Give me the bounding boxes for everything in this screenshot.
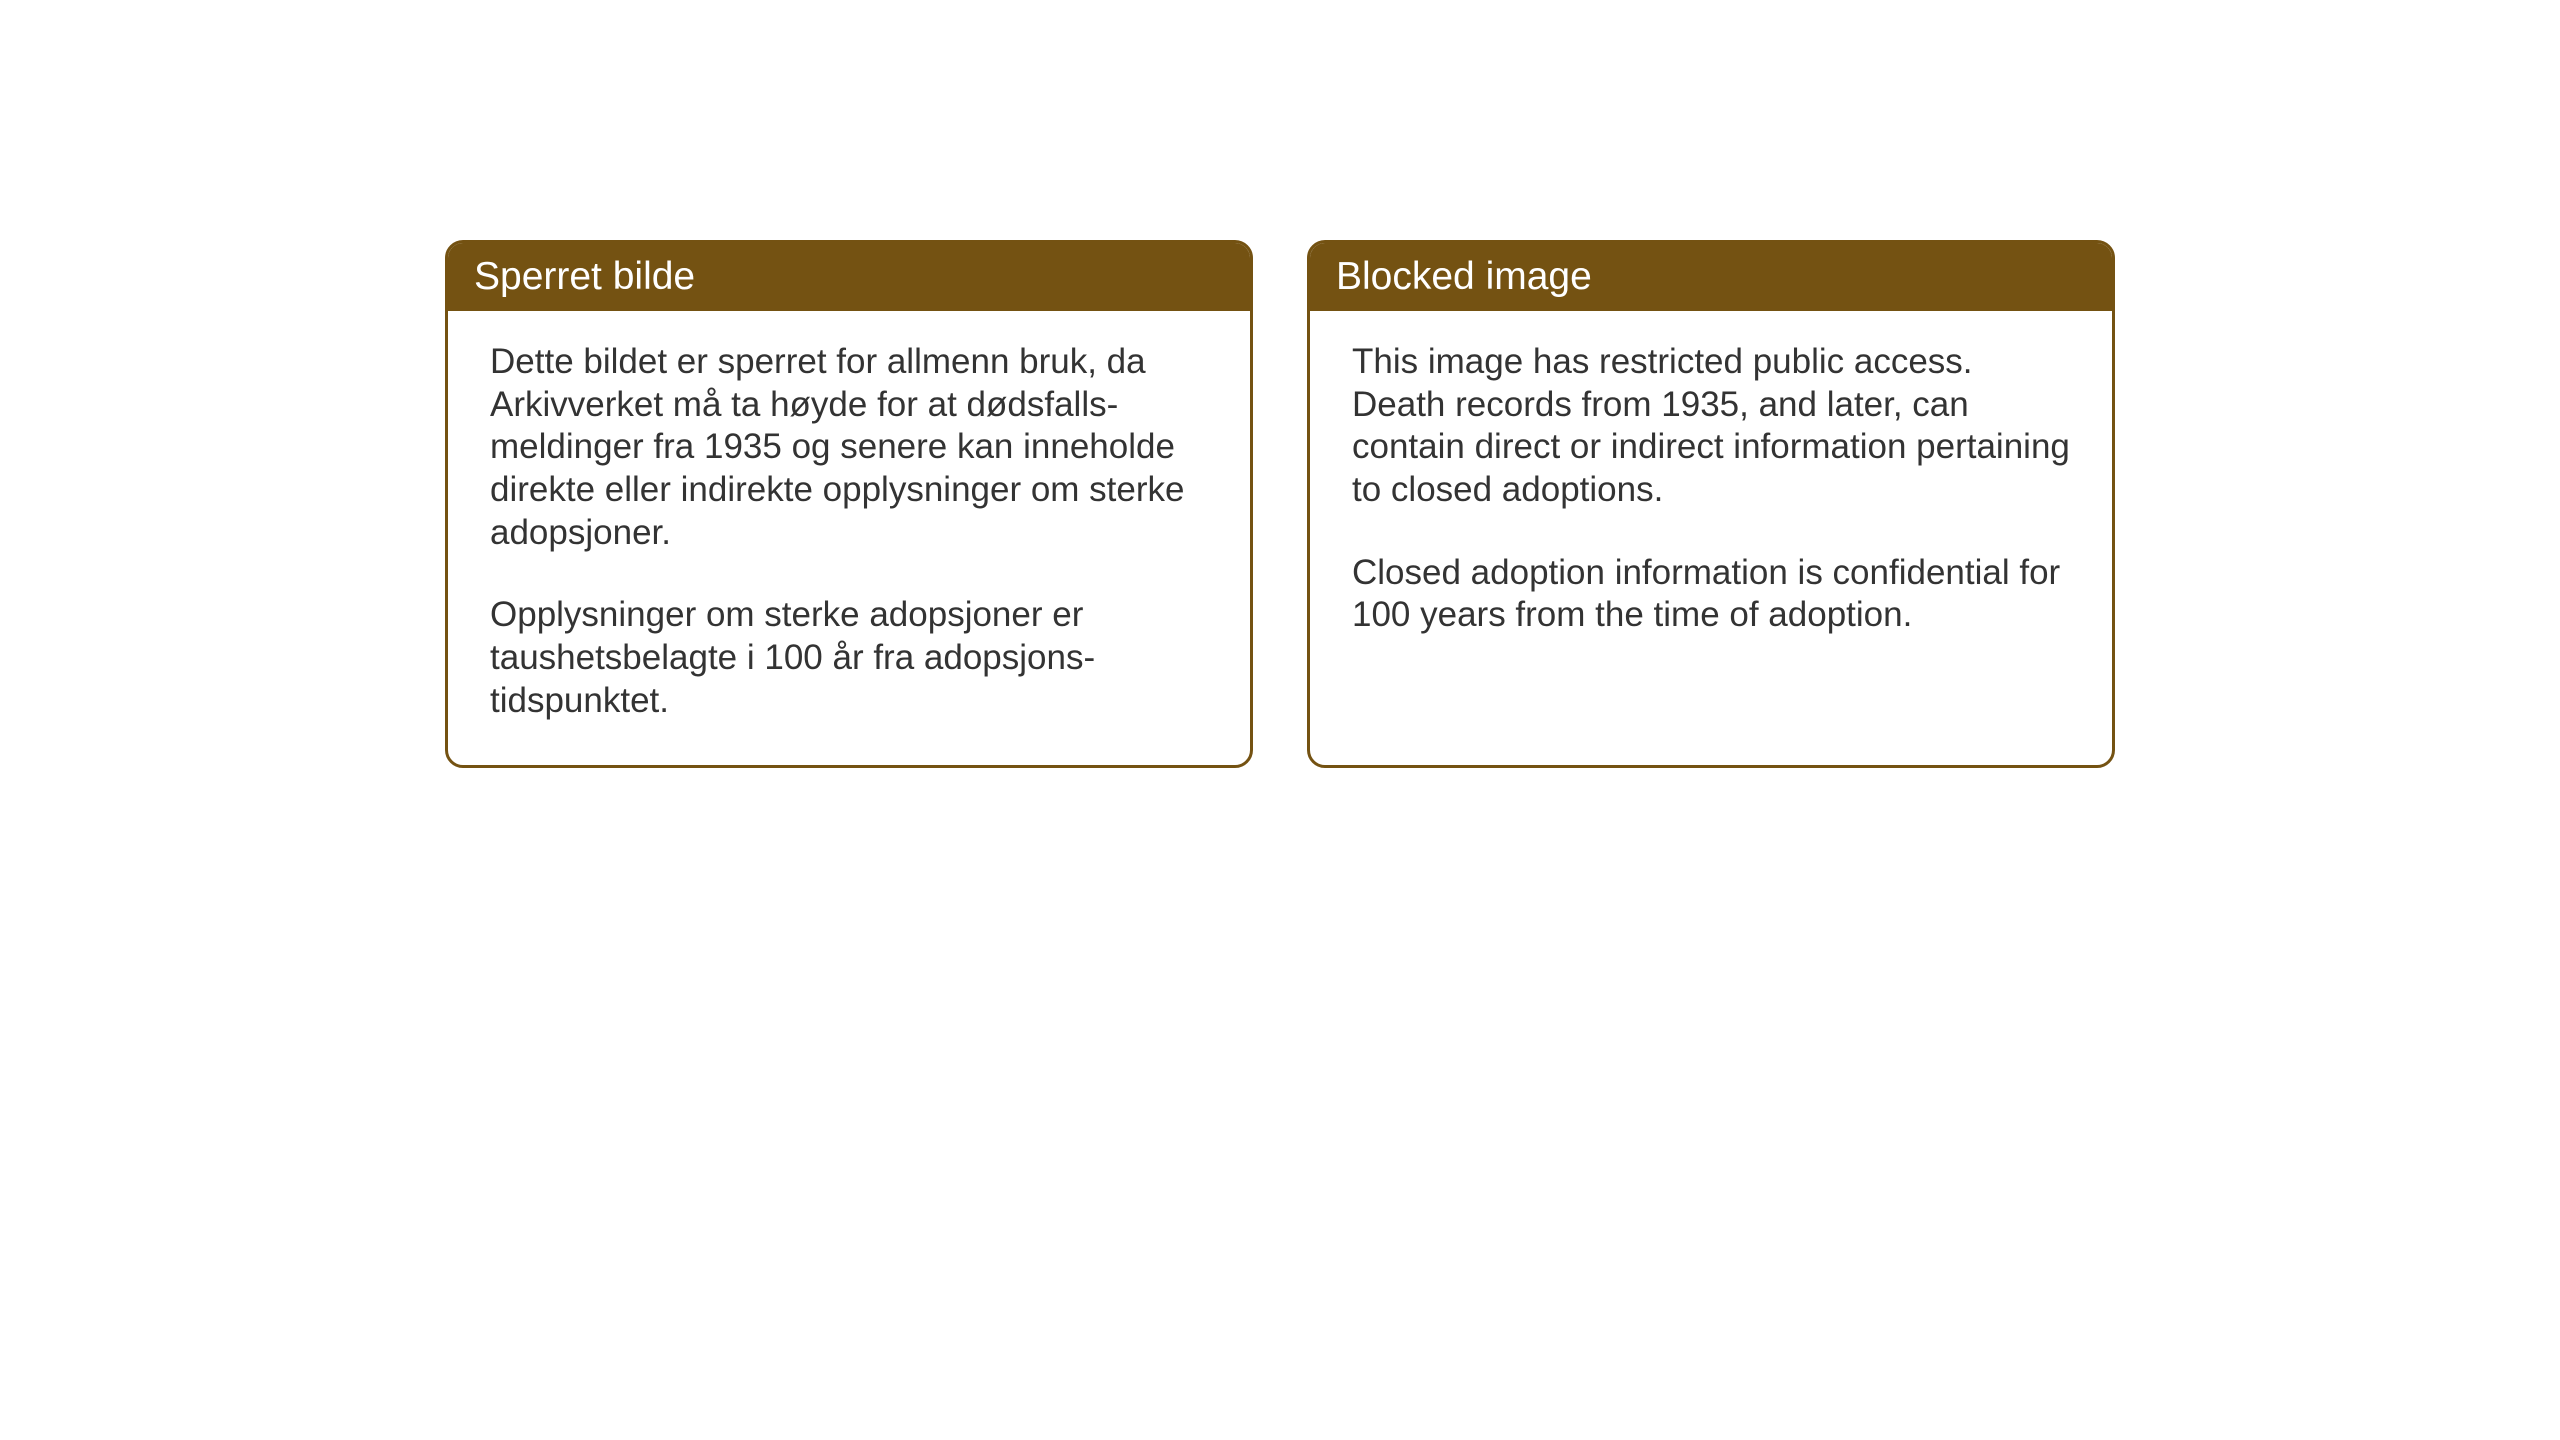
card-norwegian-title: Sperret bilde xyxy=(474,255,695,298)
card-english-header: Blocked image xyxy=(1310,243,2112,311)
cards-container: Sperret bilde Dette bildet er sperret fo… xyxy=(0,0,2560,768)
card-norwegian-header: Sperret bilde xyxy=(448,243,1250,311)
card-norwegian: Sperret bilde Dette bildet er sperret fo… xyxy=(445,240,1253,768)
card-norwegian-body: Dette bildet er sperret for allmenn bruk… xyxy=(448,311,1250,765)
card-norwegian-paragraph2: Opplysninger om sterke adopsjoner er tau… xyxy=(490,594,1208,722)
card-english: Blocked image This image has restricted … xyxy=(1307,240,2115,768)
card-english-paragraph2: Closed adoption information is confident… xyxy=(1352,552,2070,637)
card-norwegian-paragraph1: Dette bildet er sperret for allmenn bruk… xyxy=(490,341,1208,554)
card-english-title: Blocked image xyxy=(1336,255,1592,298)
card-english-paragraph1: This image has restricted public access.… xyxy=(1352,341,2070,512)
card-english-body: This image has restricted public access.… xyxy=(1310,311,2112,679)
